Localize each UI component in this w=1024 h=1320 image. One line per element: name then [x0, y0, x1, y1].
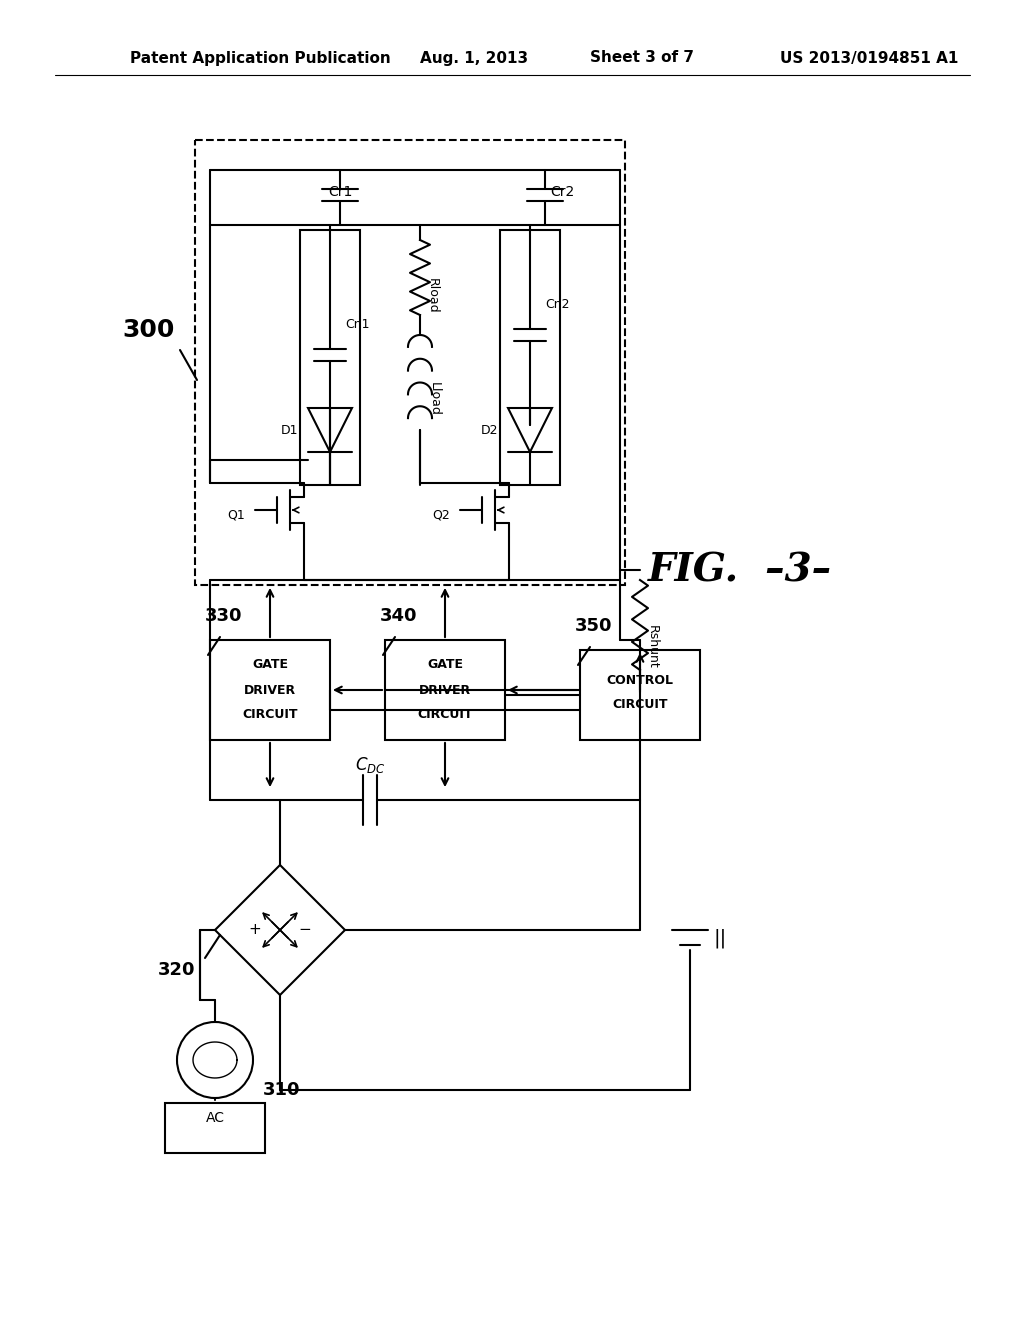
- Text: 340: 340: [380, 607, 418, 624]
- Text: Lload: Lload: [427, 383, 440, 416]
- Text: GATE: GATE: [252, 659, 288, 672]
- Bar: [300, 230, 360, 484]
- Text: 350: 350: [575, 616, 612, 635]
- Bar: [580, 649, 700, 741]
- Text: Rload: Rload: [426, 277, 438, 313]
- Bar: [385, 640, 505, 741]
- Text: Cn1: Cn1: [345, 318, 370, 331]
- Text: +: +: [249, 923, 261, 937]
- Text: Q2: Q2: [432, 508, 450, 521]
- Text: Cr2: Cr2: [550, 185, 574, 199]
- Text: DRIVER: DRIVER: [419, 684, 471, 697]
- Text: AC: AC: [206, 1111, 224, 1125]
- Text: FIG.  –3–: FIG. –3–: [648, 550, 833, 589]
- Text: Cn2: Cn2: [545, 298, 569, 312]
- Text: Aug. 1, 2013: Aug. 1, 2013: [420, 50, 528, 66]
- Text: CIRCUIT: CIRCUIT: [243, 709, 298, 722]
- Text: CIRCUIT: CIRCUIT: [612, 698, 668, 711]
- Text: Rshunt: Rshunt: [645, 624, 658, 669]
- Text: Patent Application Publication: Patent Application Publication: [130, 50, 391, 66]
- Text: Cr1: Cr1: [328, 185, 352, 199]
- Text: D1: D1: [281, 424, 298, 437]
- Text: CONTROL: CONTROL: [606, 673, 674, 686]
- Bar: [500, 230, 560, 484]
- Text: DRIVER: DRIVER: [244, 684, 296, 697]
- Text: Sheet 3 of 7: Sheet 3 of 7: [590, 50, 694, 66]
- Text: −: −: [299, 923, 311, 937]
- Text: 320: 320: [158, 961, 195, 979]
- Bar: [165, 1104, 265, 1152]
- Text: D2: D2: [480, 424, 498, 437]
- Bar: [210, 640, 330, 741]
- Text: GATE: GATE: [427, 659, 463, 672]
- Text: 310: 310: [263, 1081, 300, 1100]
- Text: US 2013/0194851 A1: US 2013/0194851 A1: [780, 50, 958, 66]
- Bar: [195, 140, 625, 585]
- Text: 300: 300: [123, 318, 175, 342]
- Text: Q1: Q1: [227, 508, 245, 521]
- Text: CIRCUIT: CIRCUIT: [417, 709, 473, 722]
- Text: ||: ||: [714, 928, 727, 948]
- Text: 330: 330: [205, 607, 243, 624]
- Text: $C_{DC}$: $C_{DC}$: [354, 755, 385, 775]
